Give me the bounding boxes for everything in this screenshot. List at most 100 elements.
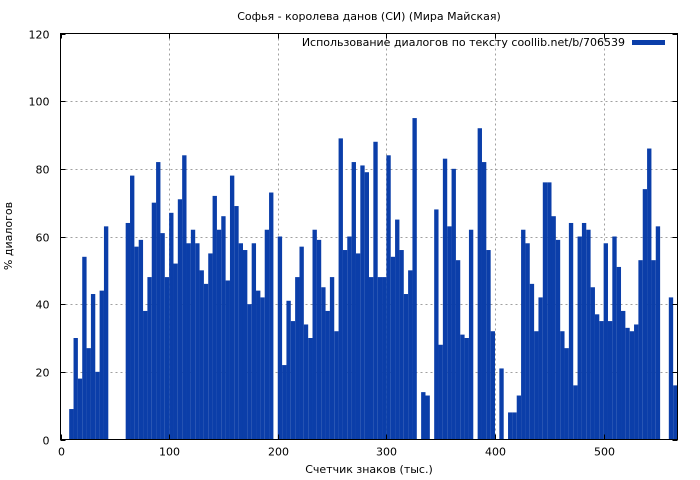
x-tick-label: 200 [268, 446, 289, 459]
bar [612, 236, 617, 440]
bar [312, 229, 317, 440]
bar [90, 294, 96, 440]
bar [182, 155, 187, 440]
bar [460, 334, 465, 440]
bar [334, 331, 339, 440]
bar [673, 385, 678, 440]
bar [638, 260, 643, 440]
bar [551, 216, 556, 440]
bar [295, 277, 300, 440]
bar [169, 212, 174, 440]
bar [347, 236, 352, 440]
bar [481, 162, 487, 440]
bar [82, 256, 87, 440]
bar [586, 229, 591, 440]
bar [342, 250, 348, 440]
bar [229, 175, 235, 440]
bar [581, 222, 587, 440]
bar [143, 310, 148, 440]
bar [542, 182, 548, 440]
bar [164, 277, 170, 440]
bar [655, 226, 661, 440]
bar [577, 236, 582, 440]
bar [382, 277, 387, 440]
plot-frame [60, 33, 678, 440]
bar [316, 239, 322, 440]
bar [555, 239, 561, 440]
y-tick-label: 60 [36, 232, 50, 245]
bar [421, 392, 426, 440]
bar [564, 348, 569, 440]
bar [321, 287, 326, 440]
bar [464, 338, 469, 440]
bar-series [69, 118, 678, 440]
bar [103, 226, 109, 440]
bar [668, 297, 674, 440]
bar [403, 294, 409, 440]
bar [338, 138, 343, 440]
bar [490, 331, 496, 440]
bar [208, 253, 213, 440]
bar [95, 371, 100, 440]
bar [590, 287, 595, 440]
bar [247, 304, 252, 440]
bar [125, 222, 131, 440]
bar [73, 338, 78, 440]
bar [377, 277, 383, 440]
bar [360, 165, 365, 440]
bar [468, 229, 474, 440]
bar [303, 324, 309, 440]
bar [425, 395, 430, 440]
bar [395, 219, 400, 440]
x-tick-label: 0 [58, 446, 65, 459]
bar [355, 253, 361, 440]
y-axis-label: % диалогов [2, 202, 15, 270]
bar [486, 250, 491, 440]
bar [308, 338, 313, 440]
bar [373, 141, 378, 440]
bar [282, 365, 287, 440]
bar [290, 321, 296, 440]
bar [86, 348, 91, 440]
bar [186, 243, 191, 440]
bar [499, 368, 504, 440]
bar [521, 229, 526, 440]
bar [364, 172, 369, 440]
x-tick-label: 100 [159, 446, 180, 459]
x-tick-label: 400 [485, 446, 506, 459]
bar [225, 280, 230, 440]
bar [625, 327, 630, 440]
bar [647, 148, 652, 440]
bar [651, 260, 656, 440]
bar [99, 290, 104, 440]
bar [642, 189, 648, 440]
bar [134, 246, 139, 440]
y-tick-label: 120 [29, 29, 50, 42]
legend: Использование диалогов по тексту coollib… [302, 36, 665, 49]
y-tick-label: 80 [36, 164, 50, 177]
x-tick-label: 300 [376, 446, 397, 459]
bar [573, 385, 578, 440]
bar [634, 324, 639, 440]
bar [538, 297, 543, 440]
bar [199, 270, 204, 440]
bar [147, 277, 152, 440]
bar [412, 118, 417, 440]
bar [256, 290, 261, 440]
chart-title: Софья - королева данов (СИ) (Мира Майска… [237, 10, 501, 23]
bar [212, 195, 217, 440]
bar [447, 226, 452, 440]
bar [547, 182, 552, 440]
bar [560, 331, 565, 440]
bar [451, 168, 456, 440]
y-tick-label: 100 [29, 96, 50, 109]
bar [629, 331, 635, 440]
bar [156, 162, 161, 440]
bar [534, 331, 539, 440]
x-tick-label: 500 [594, 446, 615, 459]
bar [190, 229, 196, 440]
bar [616, 266, 622, 440]
bar [277, 236, 283, 440]
bar [607, 321, 613, 440]
bar [434, 209, 439, 440]
